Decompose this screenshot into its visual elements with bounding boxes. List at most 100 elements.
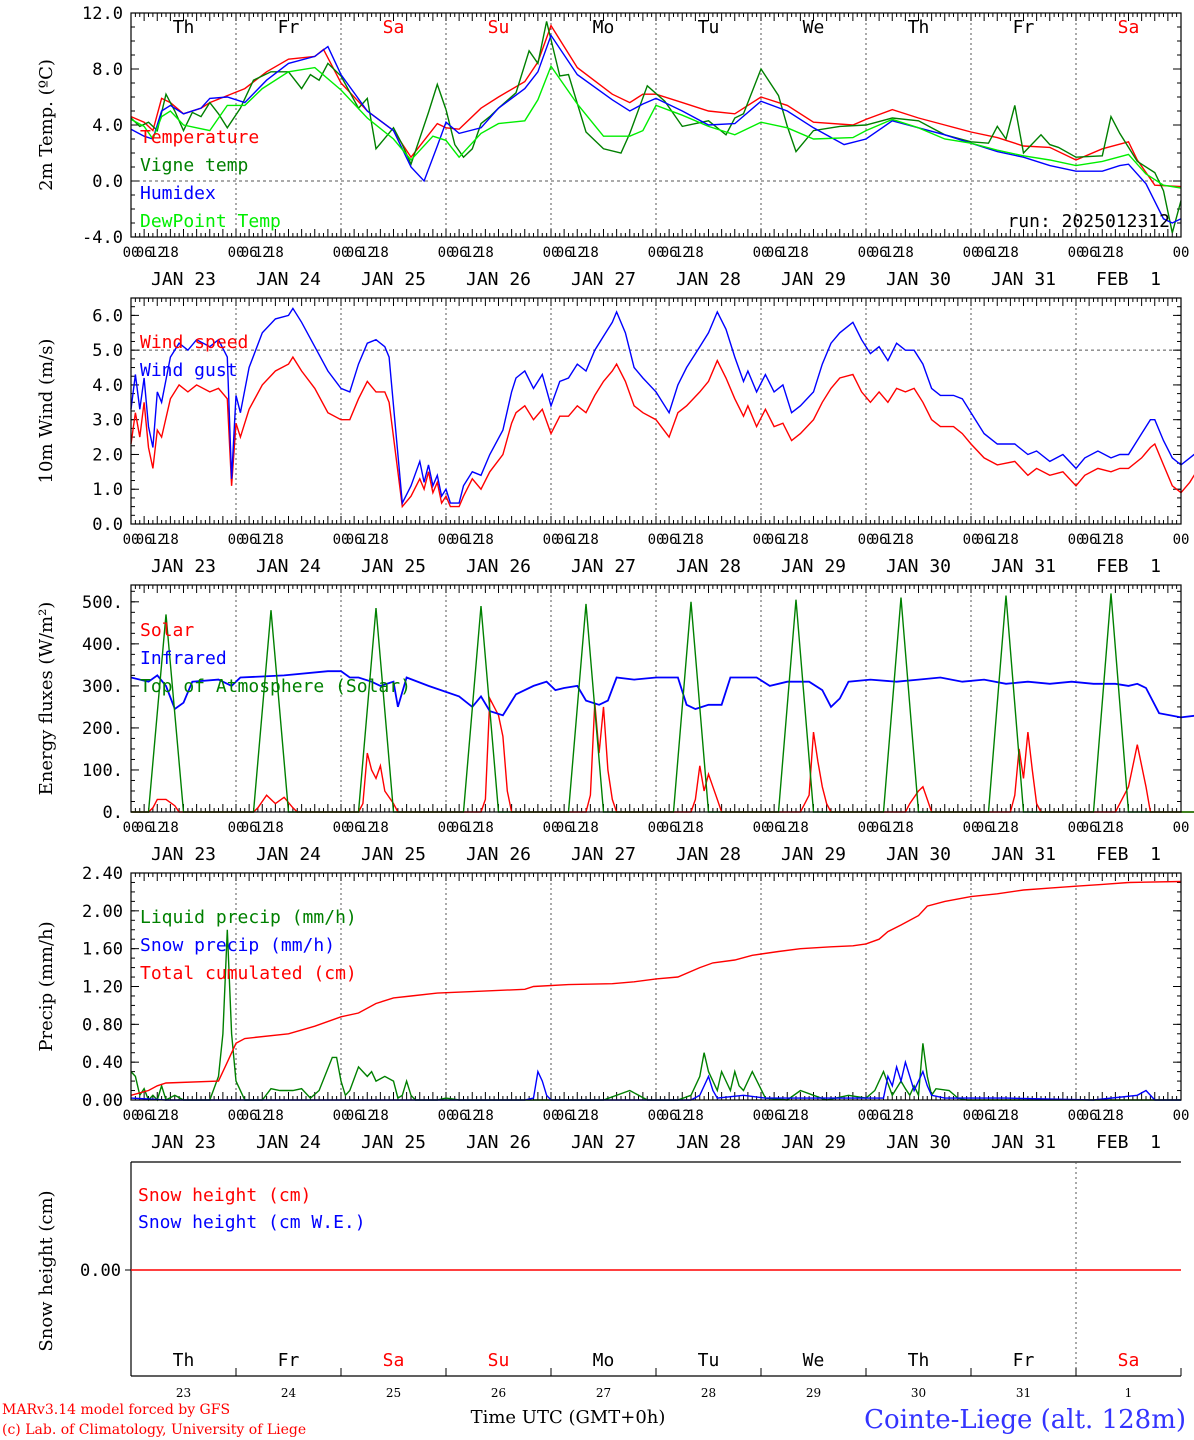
day-name: Th <box>908 1350 930 1371</box>
date-label: JAN 25 <box>361 556 426 577</box>
date-label: JAN 23 <box>151 1132 216 1153</box>
location-title: Cointe-Liege (alt. 128m) <box>864 1405 1186 1435</box>
hour-tick-label: 00 <box>858 532 875 548</box>
hour-tick-label: 06 <box>556 820 573 836</box>
y-tick-label: 0.0 <box>92 515 123 535</box>
hour-tick-label: 12 <box>464 532 481 548</box>
hour-tick-label: 00 <box>123 245 140 261</box>
hour-tick-label: 12 <box>359 245 376 261</box>
hour-tick-label: 12 <box>254 820 271 836</box>
hour-tick-label: 12 <box>149 1108 166 1124</box>
hour-tick-label: 06 <box>766 1108 783 1124</box>
hour-tick-label: 00 <box>648 245 665 261</box>
hour-tick-label: 06 <box>661 532 678 548</box>
date-label: JAN 28 <box>676 844 741 865</box>
hour-tick-label: 06 <box>451 532 468 548</box>
hour-tick-label: 00 <box>543 820 560 836</box>
hour-tick-label: 06 <box>346 1108 363 1124</box>
hour-tick-label: 00 <box>333 1108 350 1124</box>
legend-entry: Liquid precip (mm/h) <box>140 907 357 928</box>
date-label: JAN 27 <box>571 844 636 865</box>
hour-tick-label: 06 <box>976 532 993 548</box>
y-tick-label: 2.00 <box>82 902 123 922</box>
credit-model: MARv3.14 model forced by GFS <box>2 1402 230 1418</box>
hour-tick-label: 18 <box>1002 820 1019 836</box>
hour-tick-label: 12 <box>464 245 481 261</box>
y-tick-label: 12.0 <box>82 4 123 24</box>
date-label: JAN 23 <box>151 844 216 865</box>
date-label: JAN 24 <box>256 556 321 577</box>
hour-tick-label: 12 <box>989 820 1006 836</box>
series-line-infrared <box>130 670 1194 719</box>
hour-tick-label: 06 <box>871 820 888 836</box>
legend-entry: Vigne temp <box>140 155 248 176</box>
date-label: JAN 24 <box>256 844 321 865</box>
panel-2: 0.0 1.0 2.0 3.0 4.0 5.0 6.0 Wind speed Wind gust… <box>36 297 1194 577</box>
hour-tick-label: 00 <box>228 1108 245 1124</box>
legend-entry: Humidex <box>140 183 216 204</box>
hour-tick-label: 12 <box>359 532 376 548</box>
hour-tick-label: 12 <box>149 245 166 261</box>
hour-tick-label: 06 <box>1081 1108 1098 1124</box>
hour-tick-label: 06 <box>451 245 468 261</box>
day-name: Th <box>908 17 930 38</box>
hour-tick-label: 06 <box>871 1108 888 1124</box>
hour-tick-label: 12 <box>779 820 796 836</box>
hour-tick-label: 00 <box>228 820 245 836</box>
hour-tick-label: 00 <box>228 245 245 261</box>
date-label: FEB 1 <box>1096 556 1161 577</box>
hour-tick-label: 18 <box>687 1108 704 1124</box>
hour-tick-label: 18 <box>372 532 389 548</box>
hour-tick-label: 00 <box>543 245 560 261</box>
y-axis-label: Snow height (cm) <box>36 1190 57 1351</box>
date-label: JAN 30 <box>886 1132 951 1153</box>
hour-tick-label: 18 <box>162 1108 179 1124</box>
y-tick-label: -4.0 <box>82 228 123 248</box>
hour-tick-label: 06 <box>976 820 993 836</box>
day-name: Mo <box>593 17 615 38</box>
hour-tick-label: 00 <box>333 245 350 261</box>
hour-tick-label: 12 <box>254 532 271 548</box>
date-label: JAN 30 <box>886 844 951 865</box>
date-label: FEB 1 <box>1096 844 1161 865</box>
series-line-dewpoint-temp <box>130 64 1182 189</box>
series-line-wind-gust <box>130 307 1194 506</box>
y-tick-label: 0.80 <box>82 1015 123 1035</box>
day-number: 31 <box>1016 1386 1031 1400</box>
legend-entry: Temperature <box>140 127 259 148</box>
hour-tick-label: 06 <box>556 1108 573 1124</box>
hour-tick-label: 12 <box>989 1108 1006 1124</box>
date-label: JAN 26 <box>466 556 531 577</box>
hour-tick-label: 06 <box>136 1108 153 1124</box>
hour-tick-label: 06 <box>871 532 888 548</box>
hour-tick-label: 18 <box>477 245 494 261</box>
x-axis-title: Time UTC (GMT+0h) <box>471 1407 666 1428</box>
date-label: JAN 28 <box>676 1132 741 1153</box>
hour-tick-label: 06 <box>766 245 783 261</box>
day-name: We <box>803 1350 825 1371</box>
y-tick-label: 0.40 <box>82 1053 123 1073</box>
hour-tick-label: 00 <box>648 1108 665 1124</box>
hour-tick-label: 18 <box>1107 1108 1124 1124</box>
hour-tick-label: 06 <box>241 1108 258 1124</box>
hour-tick-label: 00 <box>333 532 350 548</box>
date-label: JAN 28 <box>676 269 741 290</box>
y-tick-label: 0. <box>103 803 123 823</box>
hour-tick-label: 00 <box>438 245 455 261</box>
hour-tick-label: 00 <box>1068 245 1085 261</box>
hour-tick-label: 18 <box>1002 532 1019 548</box>
y-tick-label: 1.0 <box>92 480 123 500</box>
hour-tick-label: 00 <box>543 532 560 548</box>
date-label: JAN 29 <box>781 556 846 577</box>
day-name: Su <box>488 17 510 38</box>
panel-3: 0. 100. 200. 300. 400. 500. Solar Infrared Top o… <box>36 584 1194 865</box>
date-label: JAN 23 <box>151 269 216 290</box>
date-label: JAN 26 <box>466 269 531 290</box>
hour-tick-label: 12 <box>779 1108 796 1124</box>
hour-tick-label: 18 <box>372 1108 389 1124</box>
hour-tick-label: 00 <box>438 532 455 548</box>
credit-lab: (c) Lab. of Climatology, University of L… <box>2 1422 306 1438</box>
hour-tick-label: 00 <box>648 820 665 836</box>
hour-tick-label: 12 <box>989 245 1006 261</box>
date-label: JAN 24 <box>256 1132 321 1153</box>
